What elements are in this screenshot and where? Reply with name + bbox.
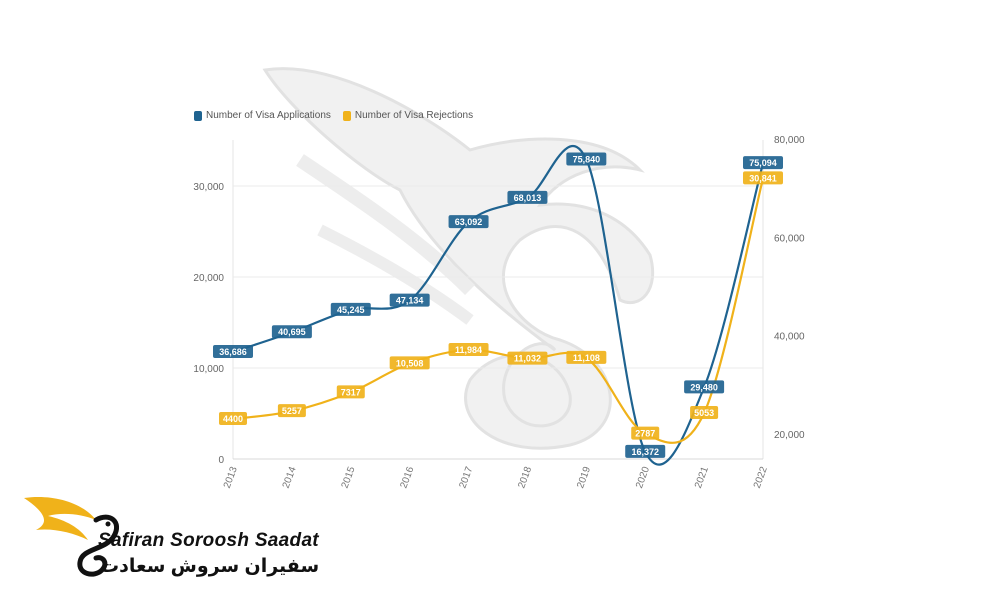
- legend-swatch-rejections: [342, 110, 351, 121]
- data-label: 40,695: [271, 325, 312, 339]
- data-label-bg: [277, 404, 306, 418]
- data-label-text: 75,840: [573, 154, 601, 164]
- data-label-text: 36,686: [219, 347, 247, 357]
- y-left-tick-label: 30,000: [193, 182, 224, 193]
- data-label: 75,094: [743, 156, 783, 170]
- data-label-text: 11,108: [573, 353, 600, 363]
- x-tick-label: 2014: [281, 465, 299, 490]
- data-label-bg: [690, 406, 719, 420]
- data-label: 11,032: [507, 351, 548, 365]
- legend-label-rejections: Number of Visa Rejections: [354, 110, 474, 121]
- chart-data-labels: 36,686 40,695 45,245 47,134 63,092 68,013 75,8…: [213, 152, 783, 458]
- data-label-text: 63,092: [455, 217, 483, 227]
- x-tick-label: 2019: [575, 465, 593, 490]
- x-tick-label: 2021: [693, 465, 711, 490]
- data-label: 47,134: [389, 293, 430, 307]
- data-label-bg: [336, 385, 365, 399]
- data-label-bg: [625, 444, 666, 458]
- y-right-tick-label: 60,000: [774, 233, 805, 244]
- data-label-text: 68,013: [514, 193, 542, 203]
- data-label-text: 11,984: [455, 345, 482, 355]
- data-label-bg: [631, 426, 660, 440]
- brand-name-persian: سفیران سروش سعادت: [100, 556, 320, 577]
- data-label: 11,984: [448, 342, 489, 356]
- data-label-text: 4400: [223, 414, 243, 424]
- data-label-text: 16,372: [631, 447, 659, 457]
- brand-logo-icon: [24, 496, 120, 577]
- data-label-bg: [271, 325, 312, 339]
- x-tick-label: 2015: [340, 465, 358, 490]
- data-label-bg: [448, 215, 489, 229]
- data-label-bg: [330, 302, 371, 316]
- data-label: 75,840: [566, 152, 607, 166]
- data-label: 2787: [631, 426, 660, 440]
- x-tick-label: 2013: [222, 465, 240, 490]
- data-label: 5257: [277, 404, 306, 418]
- data-label-bg: [389, 356, 430, 370]
- x-tick-label: 2022: [752, 465, 770, 490]
- data-label-bg: [507, 351, 548, 365]
- data-label: 4400: [219, 411, 247, 425]
- brand-name-english: Safiran Soroosh Saadat: [98, 530, 319, 551]
- legend-label-applications: Number of Visa Applications: [206, 110, 331, 121]
- data-label-text: 40,695: [278, 327, 306, 337]
- legend-item-rejections: Number of Visa Rejections: [342, 110, 474, 121]
- data-label: 16,372: [625, 444, 666, 458]
- data-label: 45,245: [330, 302, 371, 316]
- x-tick-label: 2018: [516, 465, 534, 490]
- data-label-bg: [566, 350, 607, 364]
- x-tick-label: 2017: [457, 465, 475, 490]
- y-left-tick-label: 20,000: [193, 273, 224, 284]
- data-label-bg: [743, 171, 783, 185]
- data-label-bg: [743, 156, 783, 170]
- data-label-text: 30,841: [749, 173, 777, 183]
- data-label: 5053: [690, 406, 719, 420]
- data-label: 29,480: [684, 380, 725, 394]
- y-right-tick-label: 20,000: [774, 430, 805, 441]
- y-left-tick-label: 0: [218, 455, 224, 466]
- data-label-text: 29,480: [690, 382, 718, 392]
- legend-swatch-applications: [194, 110, 202, 121]
- watermark-swan-logo: [262, 67, 655, 450]
- data-label-text: 10,508: [396, 358, 424, 368]
- x-tick-label: 2020: [634, 465, 652, 490]
- y-right-tick-label: 40,000: [774, 332, 805, 343]
- chart-legend: Number of Visa Applications Number of Vi…: [194, 110, 473, 121]
- data-label: 68,013: [507, 190, 548, 204]
- data-label: 7317: [336, 385, 365, 399]
- data-label-bg: [389, 293, 430, 307]
- data-label: 36,686: [213, 344, 253, 358]
- data-label: 10,508: [389, 356, 430, 370]
- data-label-text: 45,245: [337, 305, 365, 315]
- data-label-text: 5257: [282, 406, 302, 416]
- data-label-text: 5053: [694, 408, 714, 418]
- data-label-text: 2787: [635, 429, 655, 439]
- data-label-text: 47,134: [396, 296, 424, 306]
- data-label-text: 11,032: [514, 354, 541, 364]
- data-label: 11,108: [566, 350, 607, 364]
- data-label: 63,092: [448, 215, 489, 229]
- data-label-bg: [219, 411, 247, 425]
- legend-item-applications: Number of Visa Applications: [194, 110, 331, 121]
- data-label: 30,841: [743, 171, 783, 185]
- x-tick-label: 2016: [399, 465, 417, 490]
- data-label-bg: [507, 190, 548, 204]
- data-label-bg: [448, 342, 489, 356]
- data-label-bg: [213, 344, 253, 358]
- data-label-text: 7317: [341, 387, 361, 397]
- data-label-text: 75,094: [749, 158, 777, 168]
- data-label-bg: [684, 380, 725, 394]
- y-right-tick-label: 80,000: [774, 135, 805, 146]
- y-left-tick-label: 10,000: [193, 364, 224, 375]
- data-label-bg: [566, 152, 607, 166]
